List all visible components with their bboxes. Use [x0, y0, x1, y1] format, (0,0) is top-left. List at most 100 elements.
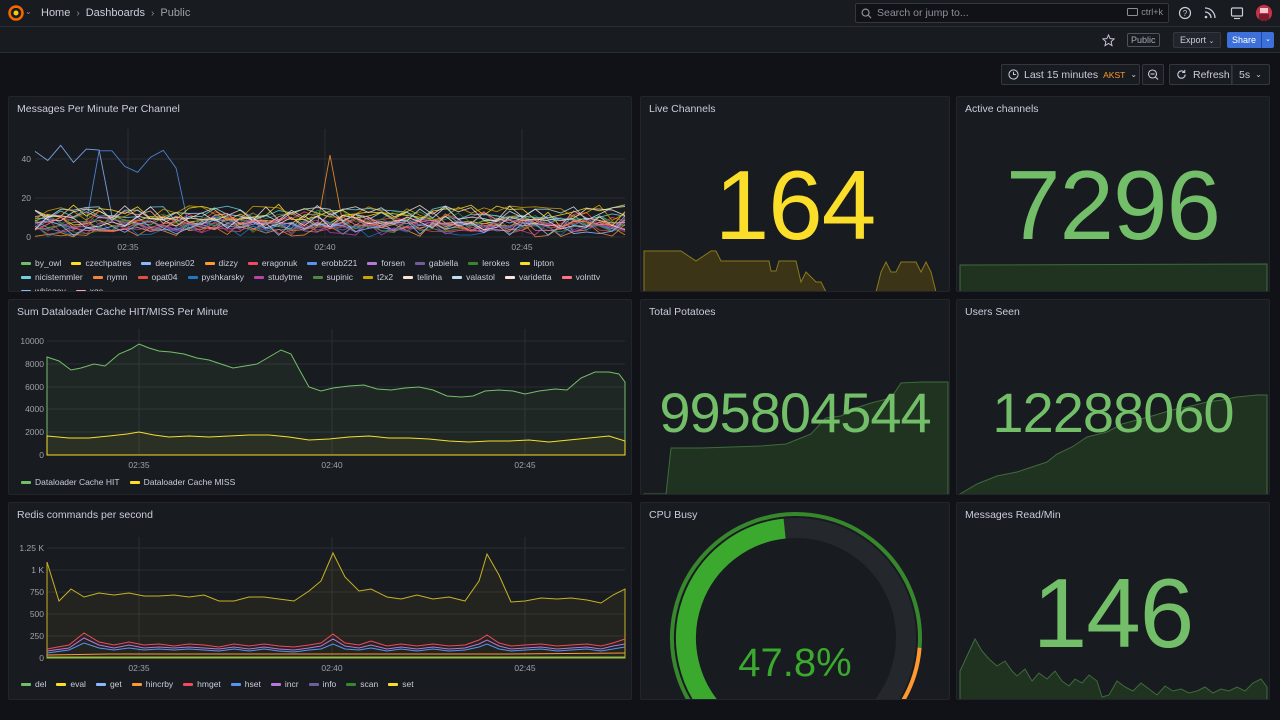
legend-swatch [129, 480, 140, 484]
chart-legend: by_owl czechpatres deepins02 dizzy eragonuk e… [21, 258, 621, 291]
legend-item[interactable]: studytme [254, 272, 303, 282]
users-seen-value: 12288060 [992, 381, 1234, 444]
keyboard-icon [1127, 8, 1139, 16]
legend-label: varidetta [518, 272, 552, 282]
legend-item[interactable]: opat04 [137, 272, 178, 282]
export-button[interactable]: Export ⌄ [1173, 32, 1222, 48]
legend-swatch [312, 275, 323, 279]
legend-item[interactable]: telinha [403, 272, 442, 282]
legend-label: dizzy [218, 258, 238, 268]
chevron-down-icon: ⌄ [1130, 70, 1138, 79]
legend-label: gabiella [428, 258, 459, 268]
share-dropdown-chevron-icon[interactable]: ⌄ [1261, 32, 1274, 48]
legend-swatch [519, 261, 530, 265]
messages-per-minute-chart[interactable]: 40 20 0 02:35 02:40 02:45 [9, 121, 632, 251]
legend-item[interactable]: scan [346, 679, 378, 689]
legend-item[interactable]: pyshkarsky [187, 272, 245, 282]
y-tick-label: 2000 [25, 427, 44, 437]
series-forsen [35, 216, 626, 233]
legend-item[interactable]: gabiella [414, 258, 459, 268]
share-button[interactable]: Share [1227, 32, 1262, 48]
search-input[interactable]: Search or jump to... ctrl+k [855, 3, 1169, 23]
time-range-picker[interactable]: Last 15 minutes AKST ⌄ [1001, 64, 1140, 85]
legend-item[interactable]: Dataloader Cache HIT [21, 477, 120, 487]
legend-swatch [21, 682, 31, 686]
y-tick-label: 6000 [25, 382, 44, 392]
legend-label: pyshkarsky [201, 272, 245, 282]
breadcrumb-home[interactable]: Home [41, 7, 71, 19]
legend-item[interactable]: by_owl [21, 258, 61, 268]
legend-item[interactable]: del [21, 679, 46, 689]
legend-item[interactable]: xqc [75, 286, 103, 291]
series-incr [46, 637, 626, 652]
legend-item[interactable]: nymn [92, 272, 128, 282]
legend-item[interactable]: nicistemmler [21, 272, 83, 282]
series-hmget [46, 632, 626, 650]
panel-live-channels: Live Channels 164 [640, 96, 950, 292]
star-icon[interactable] [1102, 34, 1115, 47]
legend-label: forsen [381, 258, 405, 268]
legend-item[interactable]: deepins02 [141, 258, 195, 268]
legend-item[interactable]: hset [230, 679, 261, 689]
legend-item[interactable]: info [308, 679, 336, 689]
legend-swatch [247, 261, 258, 265]
legend-item[interactable]: lerokes [468, 258, 510, 268]
legend-label: incr [284, 679, 299, 689]
breadcrumb-dashboards[interactable]: Dashboards [85, 7, 146, 19]
legend-item[interactable]: czechpatres [71, 258, 131, 268]
legend-item[interactable]: eragonuk [247, 258, 297, 268]
y-tick-label: 40 [22, 154, 32, 164]
legend-swatch [307, 261, 318, 265]
refresh-button[interactable]: Refresh [1169, 64, 1232, 85]
grafana-logo-icon[interactable] [8, 5, 24, 21]
redis-chart[interactable]: 1.25 K 1 K 750 500 250 0 02:35 02:40 02 [9, 527, 632, 677]
legend-item[interactable]: whisqey [21, 286, 66, 291]
series-supinic [34, 218, 626, 235]
legend-label: Dataloader Cache HIT [35, 477, 120, 487]
sparkline-area [643, 250, 937, 291]
panel-title: Active channels [965, 103, 1039, 115]
legend-label: volnttv [575, 272, 601, 282]
gauge-threshold-green [670, 512, 922, 699]
legend-item[interactable]: set [388, 679, 414, 689]
timezone-label: AKST [1103, 69, 1126, 80]
panel-title: Redis commands per second [17, 509, 153, 521]
x-axis: 02:35 02:40 02:45 [128, 460, 536, 470]
menu-caret-icon[interactable]: ⌄ [25, 7, 32, 16]
panel-active-channels: Active channels 7296 [956, 96, 1270, 292]
legend-item[interactable]: hmget [183, 679, 221, 689]
help-icon[interactable]: ? [1178, 6, 1192, 20]
legend-item[interactable]: supinic [312, 272, 353, 282]
legend-item[interactable]: volnttv [561, 272, 601, 282]
legend-item[interactable]: incr [270, 679, 299, 689]
legend-label: lerokes [482, 258, 510, 268]
monitor-icon[interactable] [1230, 6, 1244, 20]
legend-swatch [137, 275, 148, 279]
legend-label: deepins02 [155, 258, 195, 268]
dataloader-chart[interactable]: 10000 8000 6000 4000 2000 0 02:35 02:40 … [9, 324, 632, 474]
legend-item[interactable]: varidetta [504, 272, 552, 282]
y-tick-label: 0 [26, 232, 31, 242]
legend-item[interactable]: erobb221 [307, 258, 357, 268]
zoom-out-button[interactable] [1142, 64, 1164, 85]
user-avatar[interactable] [1256, 5, 1272, 21]
legend-item[interactable]: valastol [452, 272, 495, 282]
series-hset [46, 642, 626, 654]
legend-item[interactable]: eval [56, 679, 86, 689]
rss-icon[interactable] [1203, 6, 1217, 20]
legend-item[interactable]: hincrby [131, 679, 174, 689]
total-potatoes-value: 995804544 [659, 381, 931, 444]
refresh-interval-picker[interactable]: 5s ⌄ [1232, 64, 1270, 85]
chart-legend: del eval get hincrby hmget hset incr info scan se… [21, 679, 621, 689]
legend-item[interactable]: lipton [519, 258, 554, 268]
legend-item[interactable]: t2x2 [362, 272, 393, 282]
series-eval [46, 551, 626, 659]
legend-item[interactable]: dizzy [204, 258, 238, 268]
legend-label: hincrby [145, 679, 174, 689]
y-axis: 10000 8000 6000 4000 2000 0 [20, 336, 44, 460]
legend-item[interactable]: get [95, 679, 122, 689]
legend-item[interactable]: Dataloader Cache MISS [129, 477, 235, 487]
refresh-interval-value: 5s [1239, 68, 1251, 81]
x-tick-label: 02:45 [511, 242, 533, 251]
legend-item[interactable]: forsen [367, 258, 405, 268]
